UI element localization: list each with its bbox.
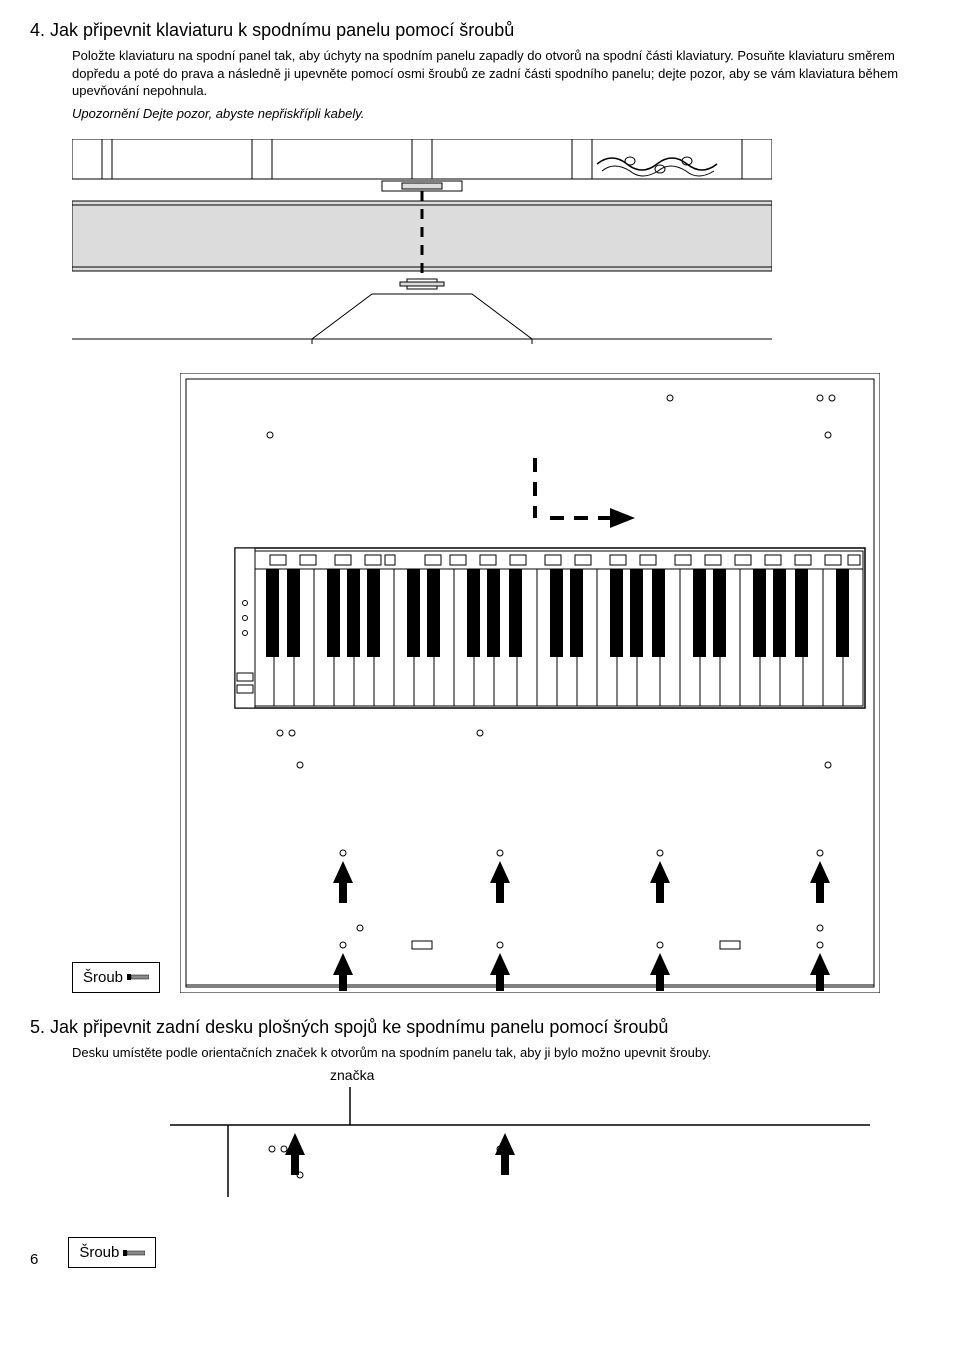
screw-icon-1 <box>127 972 149 982</box>
diagram3-container: značka <box>170 1067 930 1207</box>
diagram1-container <box>72 139 930 349</box>
screw-icon-2 <box>123 1248 145 1258</box>
screw-label-text-1: Šroub <box>83 969 123 986</box>
page-number: 6 <box>30 1251 38 1268</box>
diagram3-svg <box>170 1087 870 1207</box>
section5-body: Desku umístěte podle orientačních značek… <box>72 1044 930 1062</box>
section4-body: Položte klaviaturu na spodní panel tak, … <box>72 47 930 100</box>
diagram1-svg <box>72 139 772 349</box>
screw-label-text-2: Šroub <box>79 1244 119 1261</box>
diagram2-svg <box>180 373 880 993</box>
section4-title: 4. Jak připevnit klaviaturu k spodnímu p… <box>30 20 930 41</box>
section5-title: 5. Jak připevnit zadní desku plošných sp… <box>30 1017 930 1038</box>
diagram2-container: Šroub <box>72 373 930 993</box>
screw-label-box-2: Šroub <box>68 1237 156 1268</box>
marker-label: značka <box>330 1067 374 1083</box>
section4-notice: Upozornění Dejte pozor, abyste nepřiskří… <box>72 106 930 121</box>
screw-label-box-1: Šroub <box>72 962 160 993</box>
